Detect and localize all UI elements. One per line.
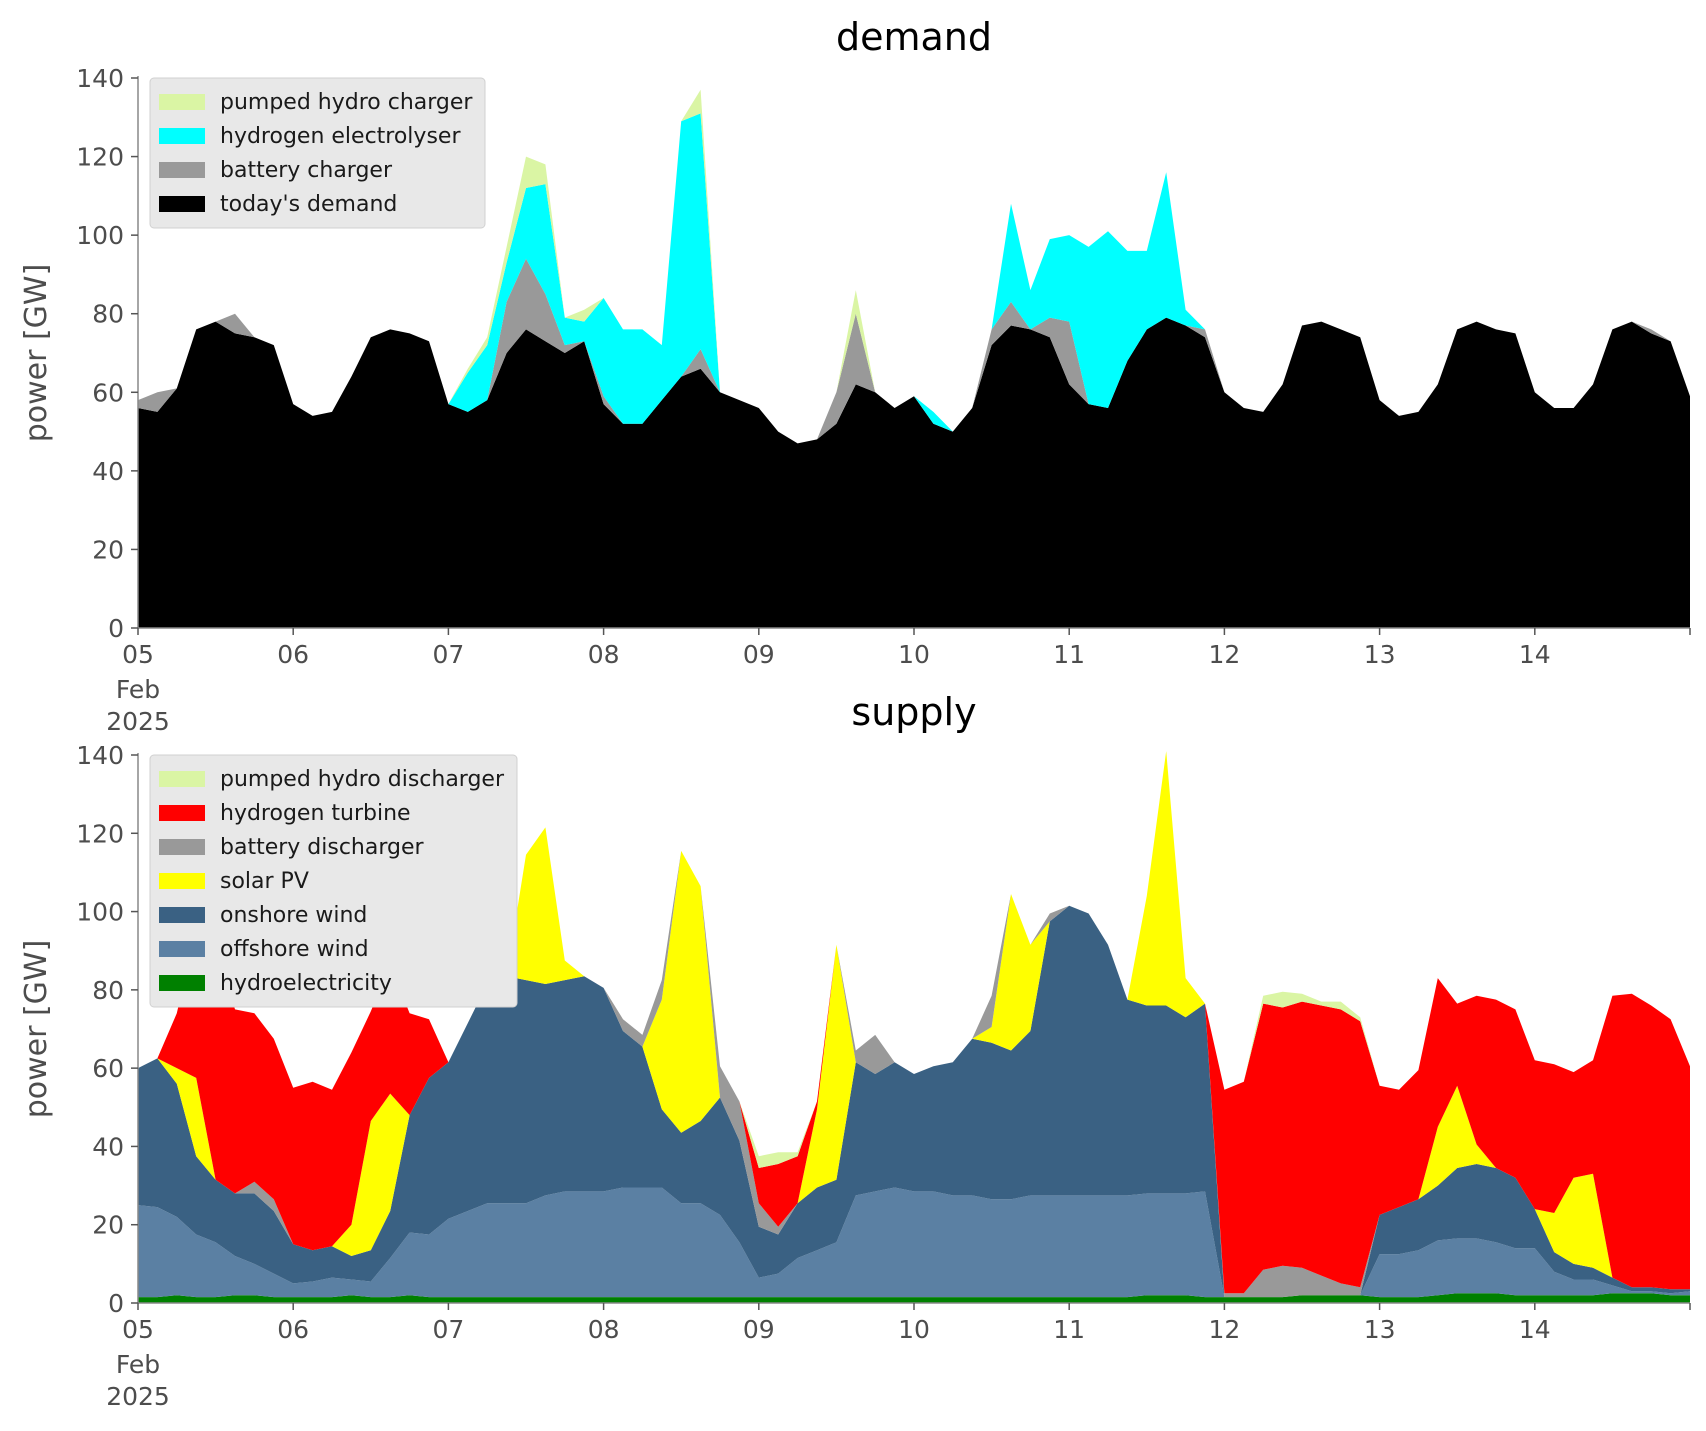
y-tick-label: 60 [92, 378, 124, 407]
x-tick-label: 12 [1208, 1315, 1240, 1344]
legend-label: solar PV [220, 869, 309, 894]
y-tick-label: 60 [92, 1054, 124, 1083]
legend-label: offshore wind [220, 937, 369, 962]
y-tick-label: 100 [76, 221, 124, 250]
x-tick-label: 09 [743, 1315, 775, 1344]
y-tick-label: 40 [92, 457, 124, 486]
legend-swatch [159, 196, 205, 212]
legend-swatch [159, 873, 205, 889]
x-tick-label: 08 [588, 640, 620, 669]
legend-swatch [159, 839, 205, 855]
legend-swatch [159, 907, 205, 923]
legend-swatch [159, 941, 205, 957]
chart-title: demand [836, 15, 992, 59]
x-tick-sublabel: 2025 [106, 707, 170, 736]
area-hydroelectricity [138, 1293, 1690, 1303]
y-tick-label: 40 [92, 1132, 124, 1161]
x-tick-label: 10 [898, 640, 930, 669]
supply-chart: supply power [GW] 0 20 40 60 80 100 120 140 05 Feb 2… [19, 690, 1691, 1411]
legend-swatch [159, 975, 205, 991]
y-tick-label: 100 [76, 898, 124, 927]
legend-box [149, 754, 518, 1008]
y-tick-label: 0 [108, 614, 124, 643]
legend-label: today's demand [220, 192, 397, 217]
legend-item: solar PV [159, 869, 309, 894]
x-tick-label: 11 [1053, 640, 1085, 669]
legend-label: pumped hydro discharger [220, 767, 505, 792]
area-today-s-demand [138, 317, 1690, 628]
x-tick-sublabel: Feb [116, 675, 160, 704]
legend-item: today's demand [159, 192, 397, 217]
x-tick-sublabel: Feb [116, 1350, 160, 1379]
legend-item: battery discharger [159, 835, 425, 860]
x-tick-label: 13 [1364, 640, 1396, 669]
legend-swatch [159, 805, 205, 821]
x-tick-label: 09 [743, 640, 775, 669]
legend-item: hydrogen electrolyser [159, 124, 461, 149]
area-pumped-hydro-charger [138, 89, 1690, 444]
legend-label: battery charger [220, 158, 393, 183]
legend-swatch [159, 128, 205, 144]
y-tick-label: 140 [76, 64, 124, 93]
y-tick-label: 120 [76, 143, 124, 172]
demand-chart: demand power [GW] 0 20 40 60 80 100 120 140 05 Feb 2… [19, 15, 1691, 736]
x-tick-sublabel: 2025 [106, 1382, 170, 1411]
x-tick-label: 05 [122, 1315, 154, 1344]
x-tick-label: 06 [277, 1315, 309, 1344]
y-tick-label: 0 [108, 1289, 124, 1318]
legend-label: pumped hydro charger [220, 90, 473, 115]
y-tick-label: 80 [92, 976, 124, 1005]
x-tick-label: 05 [122, 640, 154, 669]
legend-label: hydrogen turbine [220, 801, 411, 826]
area-offshore-wind [138, 1187, 1690, 1298]
x-tick-label: 12 [1208, 640, 1240, 669]
legend-item: hydrogen turbine [159, 801, 411, 826]
y-tick-label: 140 [76, 741, 124, 770]
x-tick-label: 07 [432, 1315, 464, 1344]
legend-item: pumped hydro charger [159, 90, 473, 115]
y-axis-label: power [GW] [19, 940, 54, 1119]
x-tick-label: 08 [588, 1315, 620, 1344]
legend-label: hydrogen electrolyser [220, 124, 461, 149]
legend-item: offshore wind [159, 937, 369, 962]
y-tick-label: 20 [92, 535, 124, 564]
x-tick-label: 14 [1519, 1315, 1551, 1344]
x-tick-label: 13 [1364, 1315, 1396, 1344]
legend-swatch [159, 94, 205, 110]
legend-box [149, 77, 486, 229]
legend-label: hydroelectricity [220, 971, 392, 996]
area-onshore-wind [138, 905, 1690, 1298]
y-axis-label: power [GW] [19, 264, 54, 443]
area-solar-pv [138, 751, 1690, 1298]
legend: pumped hydro charger hydrogen electrolyse… [149, 77, 486, 229]
x-tick-label: 11 [1053, 1315, 1085, 1344]
area-hydrogen-turbine [138, 751, 1690, 1294]
legend-label: onshore wind [220, 903, 367, 928]
legend-item: onshore wind [159, 903, 367, 928]
y-tick-label: 20 [92, 1211, 124, 1240]
x-tick-label: 14 [1519, 640, 1551, 669]
area-hydrogen-electrolyser [138, 113, 1690, 444]
area-battery-charger [138, 258, 1690, 444]
stacked-areas [138, 89, 1690, 628]
legend-item: battery charger [159, 158, 393, 183]
x-tick-label: 07 [432, 640, 464, 669]
legend-swatch [159, 162, 205, 178]
chart-title: supply [851, 690, 976, 734]
legend-item: pumped hydro discharger [159, 767, 505, 792]
stacked-areas [138, 751, 1690, 1303]
legend-swatch [159, 771, 205, 787]
legend-item: hydroelectricity [159, 971, 392, 996]
legend-label: battery discharger [220, 835, 425, 860]
legend: pumped hydro discharger hydrogen turbine b… [149, 754, 518, 1008]
y-tick-label: 120 [76, 819, 124, 848]
x-tick-label: 06 [277, 640, 309, 669]
y-tick-label: 80 [92, 300, 124, 329]
x-tick-label: 10 [898, 1315, 930, 1344]
